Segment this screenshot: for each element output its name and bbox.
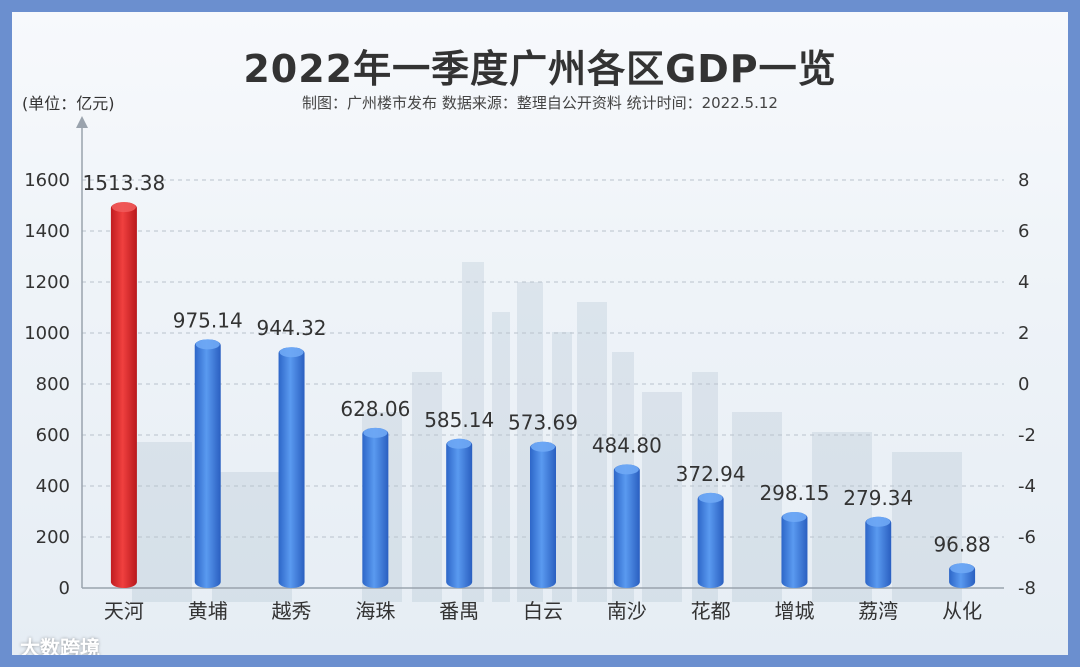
data-label: 628.06: [340, 397, 410, 421]
x-tick-label: 从化: [942, 599, 982, 623]
x-tick-label: 番禺: [439, 599, 479, 623]
bar-cap: [698, 492, 723, 503]
x-tick-label: 海珠: [355, 599, 395, 623]
y-tick-label: 200: [36, 527, 70, 548]
bar: [697, 492, 724, 588]
bar: [530, 441, 556, 588]
bar-chart: 0 200 400 600 800 1000 1200 1400 1600 -8 -6 -4 -2 0 2 4…: [24, 116, 1036, 623]
data-label: 484.80: [592, 433, 662, 457]
y2-tick-label: -4: [1018, 476, 1036, 497]
x-tick-label: 荔湾: [858, 599, 898, 623]
bar-cap: [363, 427, 388, 438]
bar: [613, 464, 640, 588]
data-label: 96.88: [933, 532, 990, 556]
data-label: 585.14: [424, 408, 494, 432]
y-tick-label: 1600: [24, 170, 70, 191]
data-label: 298.15: [759, 481, 829, 505]
y-tick-label: 800: [36, 374, 70, 395]
data-label: 279.34: [843, 486, 913, 510]
bar-cap: [950, 563, 975, 574]
data-label: 1513.38: [83, 171, 166, 195]
bar-cap: [195, 339, 220, 350]
y-axis-unit-label: (单位：亿元): [22, 94, 115, 113]
x-tick-label: 越秀: [272, 599, 312, 623]
y-tick-label: 600: [36, 425, 70, 446]
x-tick-label: 黄埔: [188, 599, 228, 623]
bar-cap: [279, 347, 304, 358]
bar: [194, 339, 221, 588]
bar-cap: [447, 438, 472, 449]
chart-title: 2022年一季度广州各区GDP一览: [243, 47, 837, 91]
chart-subtitle: 制图：广州楼市发布 数据来源：整理自公开资料 统计时间：2022.5.12: [302, 94, 778, 112]
x-tick-label: 天河: [104, 599, 144, 623]
y2-tick-label: 4: [1018, 272, 1029, 293]
x-tick-label: 增城: [774, 599, 814, 623]
bar-cap: [531, 441, 555, 452]
chart-frame: 0 200 400 600 800 1000 1200 1400 1600 -8 -6 -4 -2 0 2 4…: [12, 12, 1068, 655]
y2-tick-label: -2: [1018, 425, 1036, 446]
bar: [865, 516, 892, 588]
y-tick-label: 400: [36, 476, 70, 497]
watermark: 大数跨境: [20, 636, 100, 655]
data-label: 372.94: [676, 462, 746, 486]
y-axis-arrow: [76, 116, 88, 128]
data-label: 944.32: [257, 316, 327, 340]
y-tick-label: 1000: [24, 323, 70, 344]
bar: [110, 202, 137, 588]
data-label: 975.14: [173, 308, 243, 332]
y2-tick-label: -6: [1018, 527, 1036, 548]
y-tick-label: 0: [59, 578, 70, 599]
x-tick-label: 白云: [523, 599, 563, 623]
y2-tick-label: 6: [1018, 221, 1029, 242]
bar-cap: [111, 202, 136, 213]
bar-cap: [866, 516, 891, 527]
y2-tick-label: 2: [1018, 323, 1029, 344]
bar: [781, 511, 808, 588]
bar-cap: [782, 511, 807, 522]
bar: [278, 347, 305, 588]
y2-tick-label: 0: [1018, 374, 1029, 395]
y-tick-label: 1200: [24, 272, 70, 293]
bar: [446, 438, 473, 588]
x-tick-label: 南沙: [607, 599, 647, 623]
y-tick-label: 1400: [24, 221, 70, 242]
data-label: 573.69: [508, 411, 578, 435]
y2-tick-label: 8: [1018, 170, 1029, 191]
y2-tick-label: -8: [1018, 578, 1036, 599]
bar-cap: [614, 464, 639, 475]
x-tick-label: 花都: [691, 599, 731, 623]
bar: [362, 427, 389, 588]
